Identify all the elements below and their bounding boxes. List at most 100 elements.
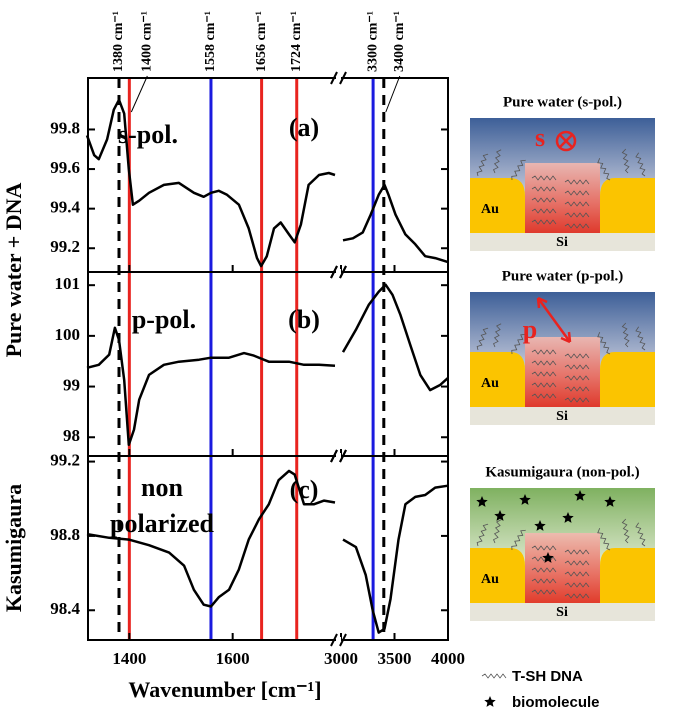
marker-label: 1558 cm⁻¹ — [203, 11, 218, 72]
marker-label: 3300 cm⁻¹ — [365, 11, 380, 72]
spectrum-line — [86, 469, 336, 608]
dna-strand — [597, 332, 611, 355]
pol-arrow — [536, 296, 572, 344]
dna-strand — [564, 593, 590, 599]
dna-strand — [564, 582, 590, 588]
diagram-si — [470, 603, 655, 621]
spectrum-line — [86, 326, 336, 447]
panel-frame — [87, 77, 449, 273]
dna-strand — [531, 371, 557, 377]
dna-strand — [597, 528, 611, 551]
diagram-channel — [525, 337, 600, 407]
biomolecule — [562, 512, 574, 523]
spectrum-line — [342, 183, 449, 264]
dna-strand — [564, 190, 590, 196]
dna-strand — [531, 545, 557, 551]
y-tick-label: 98.8 — [50, 525, 80, 544]
marker-arrow — [130, 75, 148, 113]
break-mark — [330, 633, 338, 647]
dna-strand — [493, 323, 502, 348]
dna-strand — [481, 673, 507, 679]
biomolecule — [542, 552, 554, 563]
dna-strand — [531, 219, 557, 225]
dna-strand — [564, 549, 590, 555]
diagram-au — [600, 548, 655, 603]
legend-label: biomolecule — [512, 694, 600, 711]
y-tick-label: 101 — [55, 274, 81, 293]
break-mark — [330, 449, 338, 463]
x-tick-label: 3000 — [324, 649, 358, 668]
dna-strand — [531, 567, 557, 573]
marker-label: 1380 cm⁻¹ — [111, 11, 126, 72]
diagram-au — [470, 178, 525, 233]
dna-strand — [564, 560, 590, 566]
diagram-title: Pure water (s-pol.) — [503, 94, 622, 110]
panel-annotation: p-pol. — [132, 305, 196, 334]
dna-strand — [476, 153, 489, 177]
break-mark — [339, 633, 347, 647]
panel-annotation: polarized — [110, 509, 215, 538]
panel-annotation: s-pol. — [118, 120, 178, 149]
break-mark — [339, 265, 347, 279]
dna-strand — [531, 360, 557, 366]
dna-strand — [621, 148, 630, 174]
pol-symbol — [559, 134, 573, 148]
biomolecule — [574, 490, 586, 501]
dna-strand — [635, 152, 646, 177]
diagram-channel — [525, 163, 600, 233]
biomolecule — [519, 494, 531, 505]
x-tick-label: 3500 — [378, 649, 412, 668]
dna-strand — [511, 333, 526, 355]
break-mark — [339, 449, 347, 463]
dna-strand — [531, 393, 557, 399]
biomolecule — [534, 520, 546, 531]
legend-star — [484, 696, 496, 707]
pol-symbol — [555, 130, 577, 152]
dna-strand — [531, 349, 557, 355]
dna-strand — [564, 212, 590, 218]
diagram-au — [600, 178, 655, 233]
y-axis-title: Pure water + DNA — [1, 182, 26, 357]
y-tick-label: 99.6 — [50, 158, 80, 177]
marker-arrow — [385, 75, 401, 113]
dna-strand — [531, 382, 557, 388]
spectrum-line — [85, 98, 336, 268]
dna-strand — [511, 159, 526, 181]
diagram-au — [470, 548, 525, 603]
y-tick-label: 99.4 — [50, 198, 80, 217]
pol-label: s — [535, 123, 545, 152]
diagram-si-label: Si — [556, 605, 568, 620]
diagram-title: Pure water (p-pol.) — [502, 268, 624, 284]
dna-strand — [635, 522, 646, 547]
diagram-si-label: Si — [556, 409, 568, 424]
dna-strand — [564, 375, 590, 381]
dna-strand — [531, 186, 557, 192]
dna-strand — [531, 175, 557, 181]
dna-strand — [531, 578, 557, 584]
diagram-au — [600, 352, 655, 407]
diagram-au-label: Au — [481, 376, 499, 391]
biomolecule — [494, 510, 506, 521]
x-tick-label: 1600 — [216, 649, 250, 668]
y-tick-label: 99.2 — [50, 450, 80, 469]
diagram-title: Kasumigaura (non-pol.) — [485, 464, 639, 480]
x-axis-title: Wavenumber [cm⁻¹] — [128, 677, 321, 702]
dna-strand — [511, 529, 526, 551]
diagram-si-label: Si — [556, 235, 568, 250]
biomolecule — [476, 496, 488, 507]
marker-label: 1400 cm⁻¹ — [140, 11, 155, 72]
break-mark — [339, 71, 347, 85]
panel-annotation: non — [141, 473, 183, 502]
dna-strand — [531, 589, 557, 595]
break-gap — [336, 453, 341, 459]
panel-frame — [87, 455, 449, 641]
y-axis-title: Kasumigaura — [1, 484, 26, 612]
dna-strand — [531, 208, 557, 214]
y-tick-label: 98.4 — [50, 599, 80, 618]
dna-strand — [564, 179, 590, 185]
dna-strand — [493, 519, 502, 544]
break-mark — [330, 265, 338, 279]
diagram-au-label: Au — [481, 202, 499, 217]
legend-label: T-SH DNA — [512, 668, 583, 685]
